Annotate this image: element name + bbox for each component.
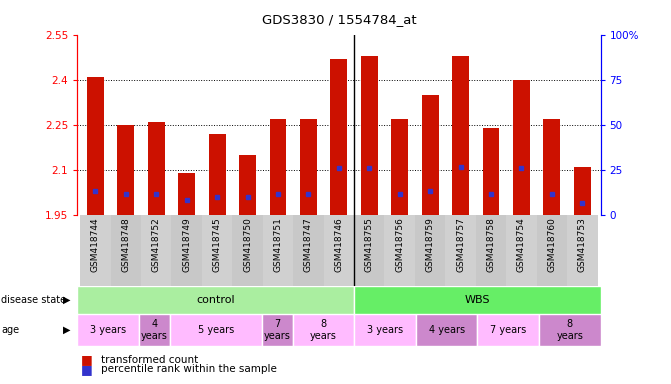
Bar xyxy=(239,155,256,215)
Bar xyxy=(354,286,601,314)
Text: GSM418760: GSM418760 xyxy=(548,217,556,272)
Bar xyxy=(139,314,170,346)
Bar xyxy=(148,122,164,215)
Bar xyxy=(300,119,317,215)
Bar xyxy=(172,215,202,286)
Bar xyxy=(415,215,446,286)
Text: GSM418758: GSM418758 xyxy=(486,217,495,272)
Text: GSM418746: GSM418746 xyxy=(334,217,344,272)
Text: GSM418753: GSM418753 xyxy=(578,217,586,272)
Bar xyxy=(209,134,225,215)
Text: ▶: ▶ xyxy=(63,295,70,305)
Text: GSM418745: GSM418745 xyxy=(213,217,221,272)
Bar xyxy=(539,314,601,346)
Bar xyxy=(416,314,477,346)
Bar xyxy=(361,56,378,215)
Bar xyxy=(446,215,476,286)
Bar xyxy=(81,215,111,286)
Bar xyxy=(77,286,354,314)
Text: disease state: disease state xyxy=(1,295,66,305)
Bar xyxy=(422,95,439,215)
Text: ■: ■ xyxy=(81,363,93,376)
Bar xyxy=(384,215,415,286)
Text: percentile rank within the sample: percentile rank within the sample xyxy=(101,364,276,374)
Bar xyxy=(482,128,499,215)
Text: GSM418750: GSM418750 xyxy=(243,217,252,272)
Bar xyxy=(178,173,195,215)
Bar xyxy=(477,314,539,346)
Text: GSM418747: GSM418747 xyxy=(304,217,313,272)
Text: 5 years: 5 years xyxy=(197,325,234,335)
Bar xyxy=(263,215,293,286)
Text: 8
years: 8 years xyxy=(556,319,583,341)
Text: transformed count: transformed count xyxy=(101,355,198,365)
Text: WBS: WBS xyxy=(464,295,490,305)
Bar xyxy=(293,215,323,286)
Bar xyxy=(262,314,293,346)
Bar xyxy=(202,215,232,286)
Bar xyxy=(476,215,506,286)
Bar xyxy=(452,56,469,215)
Bar xyxy=(513,79,530,215)
Bar xyxy=(354,314,416,346)
Bar xyxy=(331,59,347,215)
Text: GSM418757: GSM418757 xyxy=(456,217,465,272)
Bar xyxy=(506,215,537,286)
Bar xyxy=(111,215,141,286)
Bar xyxy=(232,215,263,286)
Text: GSM418752: GSM418752 xyxy=(152,217,161,272)
Text: 3 years: 3 years xyxy=(90,325,126,335)
Text: ■: ■ xyxy=(81,353,93,366)
Text: age: age xyxy=(1,325,19,335)
Bar xyxy=(117,125,134,215)
Text: control: control xyxy=(197,295,235,305)
Bar xyxy=(141,215,172,286)
Bar xyxy=(77,314,139,346)
Text: 8
years: 8 years xyxy=(310,319,337,341)
Bar xyxy=(574,167,590,215)
Text: 4 years: 4 years xyxy=(429,325,465,335)
Bar xyxy=(354,215,384,286)
Text: GSM418755: GSM418755 xyxy=(365,217,374,272)
Bar xyxy=(170,314,262,346)
Text: GSM418748: GSM418748 xyxy=(121,217,130,272)
Text: 7
years: 7 years xyxy=(264,319,291,341)
Text: GSM418751: GSM418751 xyxy=(274,217,282,272)
Text: GSM418749: GSM418749 xyxy=(183,217,191,272)
Bar xyxy=(87,77,104,215)
Text: 4
years: 4 years xyxy=(141,319,168,341)
Text: GSM418754: GSM418754 xyxy=(517,217,526,272)
Bar xyxy=(293,314,354,346)
Text: GSM418756: GSM418756 xyxy=(395,217,404,272)
Bar xyxy=(323,215,354,286)
Bar xyxy=(567,215,597,286)
Text: GDS3830 / 1554784_at: GDS3830 / 1554784_at xyxy=(262,13,416,26)
Bar xyxy=(537,215,567,286)
Bar xyxy=(270,119,287,215)
Text: 3 years: 3 years xyxy=(367,325,403,335)
Text: GSM418759: GSM418759 xyxy=(425,217,435,272)
Text: GSM418744: GSM418744 xyxy=(91,217,100,272)
Text: ▶: ▶ xyxy=(63,325,70,335)
Bar xyxy=(544,119,560,215)
Text: 7 years: 7 years xyxy=(490,325,526,335)
Bar xyxy=(391,119,408,215)
